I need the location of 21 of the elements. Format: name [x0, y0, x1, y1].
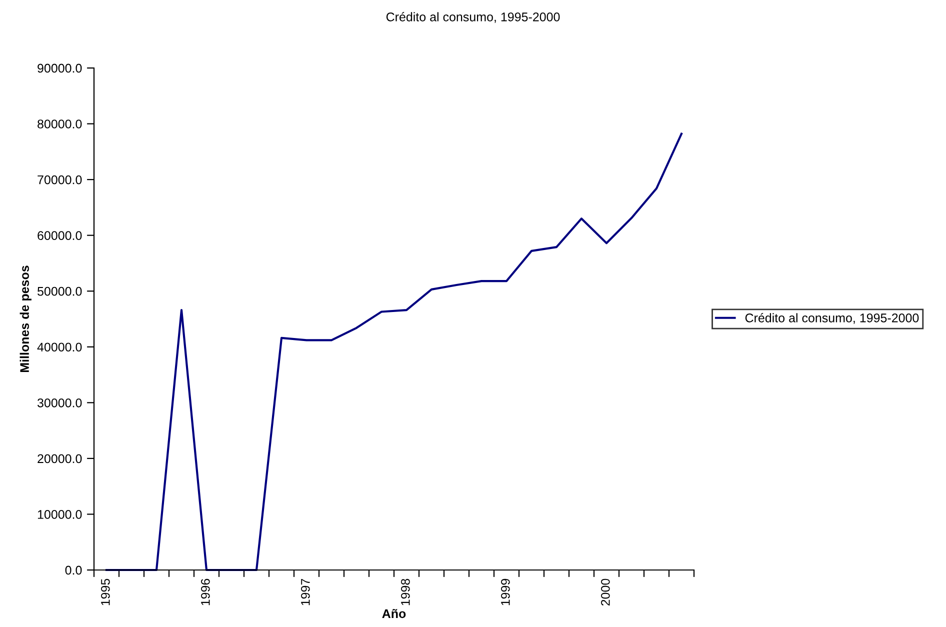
- y-tick-label: 50000.0: [38, 286, 82, 296]
- y-tick-label: 60000.0: [38, 231, 82, 240]
- x-axis-title: Año: [382, 608, 406, 618]
- x-tick-label: 1998: [401, 578, 410, 606]
- y-tick-label: 90000.0: [38, 64, 82, 73]
- x-tick-label: 2000: [601, 578, 610, 606]
- x-tick-label: 1999: [501, 578, 510, 606]
- y-tick-label: 80000.0: [38, 120, 82, 128]
- y-tick-label: 20000.0: [38, 454, 82, 464]
- y-axis-title: Millones de pesos: [20, 266, 32, 372]
- line-series: [105, 132, 683, 572]
- y-tick-label: 0.0: [65, 566, 82, 575]
- y-tick-label: 70000.0: [38, 175, 82, 184]
- chart-title: Crédito al consumo, 1995-2000: [386, 12, 560, 23]
- x-tick-label: 1997: [301, 578, 310, 606]
- y-tick-label: 40000.0: [37, 342, 82, 352]
- y-tick-label: 10000.0: [38, 510, 82, 519]
- x-tick-label: 1995: [101, 578, 110, 606]
- legend-label: Crédito al consumo, 1995-2000: [745, 313, 919, 324]
- y-tick-label: 30000.0: [37, 398, 82, 408]
- x-tick-label: 1996: [201, 578, 210, 606]
